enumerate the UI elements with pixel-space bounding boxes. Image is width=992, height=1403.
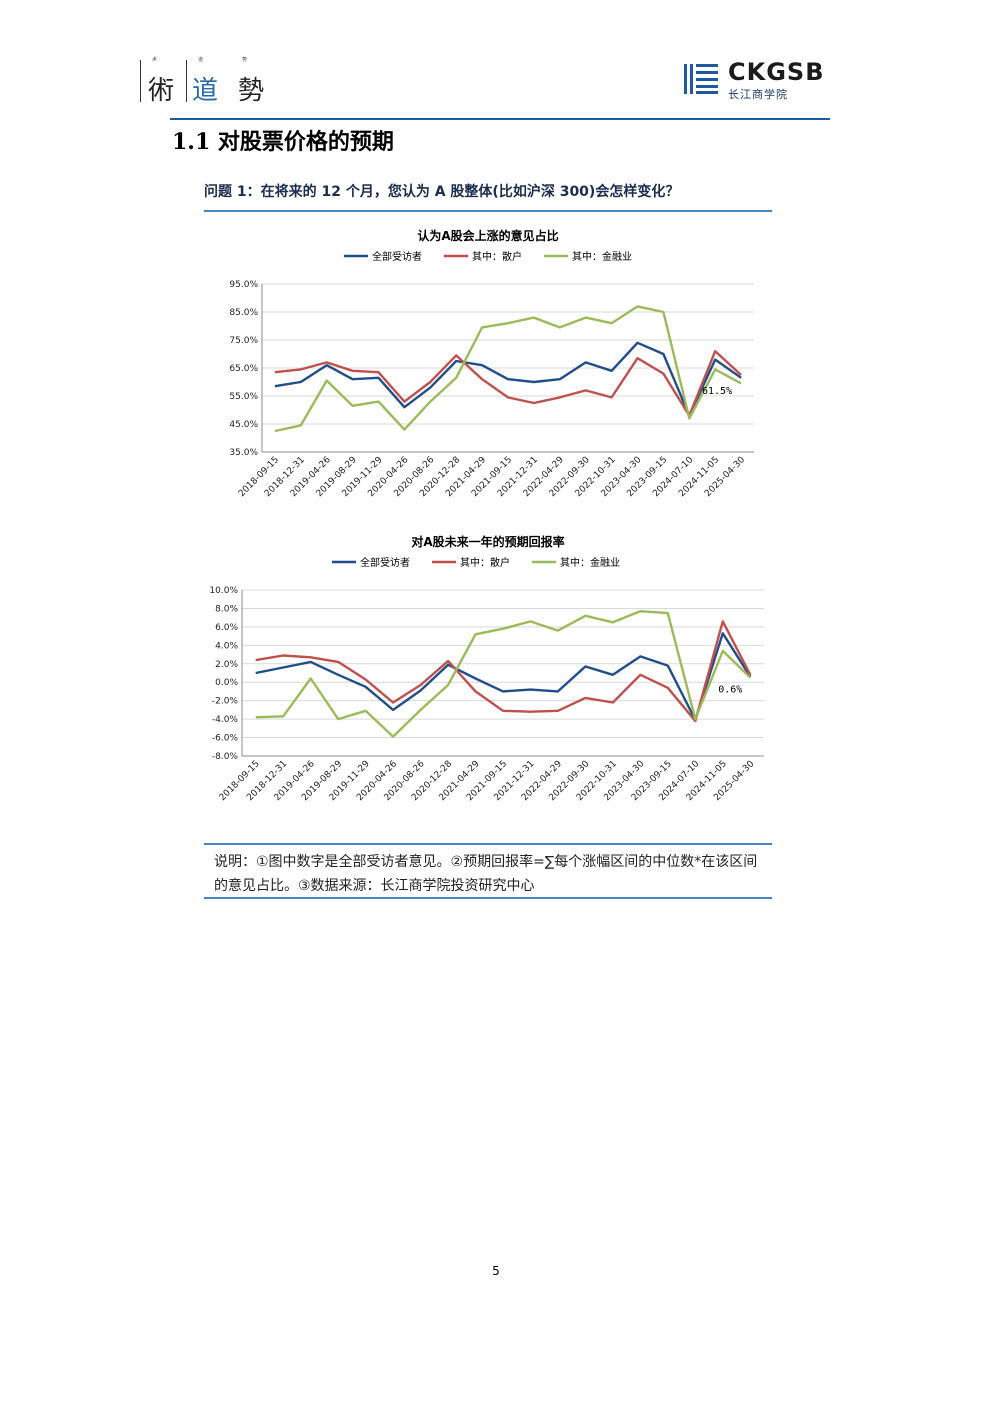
legend-label: 其中：散户: [472, 250, 522, 263]
question-rule: [204, 210, 772, 212]
data-label: 61.5%: [702, 386, 732, 397]
series-line: [274, 305, 742, 433]
y-tick-label: 6.0%: [215, 623, 238, 633]
y-tick-label: 75.0%: [229, 336, 258, 346]
y-tick-label: 8.0%: [215, 604, 238, 614]
y-tick-label: 4.0%: [215, 641, 238, 651]
logo-small-label: 道: [198, 57, 204, 63]
chart-note: 说明：①图中数字是全部受访者意见。②预期回报率=∑每个涨幅区间的中位数*在该区间…: [214, 854, 758, 894]
logo-char: 術: [148, 76, 175, 106]
y-tick-label: 85.0%: [229, 308, 258, 318]
y-tick-label: 45.0%: [229, 420, 258, 430]
chart-bullish-share: 认为A股会上涨的意见占比全部受访者 其中：散户 其中：金融业 35.0% 45.0% 55…: [204, 218, 772, 518]
legend-label: 其中：散户: [460, 556, 510, 569]
data-label: 0.6%: [718, 685, 742, 696]
header-rule: [170, 118, 830, 120]
y-tick-label: 55.0%: [229, 392, 258, 402]
series-line: [255, 609, 752, 738]
logo-small-label: 势: [242, 57, 248, 63]
series-line: [274, 341, 742, 417]
logo-divider: [140, 60, 141, 102]
logo-english: CKGSB: [728, 58, 825, 86]
y-tick-label: 2.0%: [215, 660, 238, 670]
logo-divider: [186, 60, 187, 102]
legend-label: 全部受访者: [360, 556, 410, 569]
page-number: 5: [492, 1264, 500, 1278]
y-tick-label: 0.0%: [215, 678, 238, 688]
y-tick-label: 95.0%: [229, 280, 258, 290]
chart-expected-return: 对A股未来一年的预期回报率 全部受访者 其中：散户 其中：金融业 -8.0% -6.0% -…: [204, 526, 772, 826]
ckgsb-emblem-icon: [682, 60, 720, 98]
chart-title: 认为A股会上涨的意见占比: [417, 228, 558, 243]
legend-label: 全部受访者: [372, 250, 422, 263]
series-line: [255, 620, 752, 723]
section-title: 1.1 对股票价格的预期: [172, 129, 394, 155]
y-tick-label: 10.0%: [209, 586, 238, 596]
logo-small-label: 术: [152, 57, 158, 63]
logo-char: 勢: [238, 76, 265, 106]
legend-label: 其中：金融业: [572, 250, 632, 263]
legend-label: 其中：金融业: [560, 556, 620, 569]
series-line: [255, 632, 752, 722]
logo-char: 道: [192, 76, 219, 106]
question-text: 问题 1：在将来的 12 个月，您认为 A 股整体(比如沪深 300)会怎样变化…: [204, 184, 680, 200]
ckgsb-logo: CKGSB 长江商学院: [682, 58, 832, 101]
note-rule-bottom: [204, 897, 772, 899]
chart-title: 对A股未来一年的预期回报率: [411, 534, 564, 549]
y-tick-label: -2.0%: [212, 697, 239, 707]
y-tick-label: -4.0%: [212, 715, 239, 725]
y-tick-label: 35.0%: [229, 448, 258, 458]
header-calligraphy-logo: 术 道 势 術 道 勢: [140, 56, 280, 106]
note-rule-top: [204, 843, 772, 845]
series-line: [274, 349, 742, 417]
y-tick-label: -6.0%: [212, 734, 239, 744]
logo-chinese: 长江商学院: [728, 88, 788, 101]
y-tick-label: -8.0%: [212, 752, 239, 762]
y-tick-label: 65.0%: [229, 364, 258, 374]
